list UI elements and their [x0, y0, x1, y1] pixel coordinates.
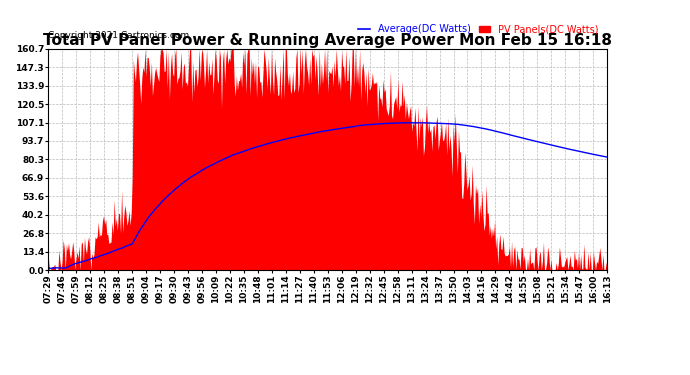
Legend: Average(DC Watts), PV Panels(DC Watts): Average(DC Watts), PV Panels(DC Watts)	[355, 20, 602, 38]
Text: Copyright 2021 Cartronics.com: Copyright 2021 Cartronics.com	[48, 31, 190, 40]
Title: Total PV Panel Power & Running Average Power Mon Feb 15 16:18: Total PV Panel Power & Running Average P…	[43, 33, 612, 48]
